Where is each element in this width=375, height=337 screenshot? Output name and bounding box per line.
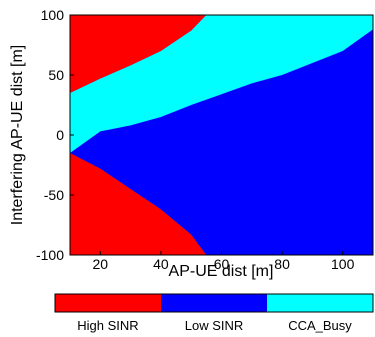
colorbar-swatch-high-sinr	[55, 294, 161, 312]
x-axis-ticks: 20 40 60 80 100	[93, 251, 355, 272]
region-0	[70, 15, 207, 93]
colorbar-swatch-low-sinr	[161, 294, 267, 312]
y-tick-label: 0	[56, 127, 64, 143]
x-tick-label: 20	[93, 256, 109, 272]
x-tick-label: 100	[331, 256, 355, 272]
colorbar-label: CCA_Busy	[288, 318, 352, 333]
y-tick-label: 100	[41, 7, 65, 23]
y-tick-label: -50	[44, 187, 64, 203]
x-tick-label: 40	[153, 256, 169, 272]
region-1	[70, 15, 373, 153]
colorbar-labels: High SINR Low SINR CCA_Busy	[77, 318, 352, 333]
region-2	[70, 153, 207, 255]
colorbar-label: Low SINR	[185, 318, 244, 333]
colorbar-label: High SINR	[77, 318, 138, 333]
y-axis-label: Interfering AP-UE dist [m]	[9, 45, 26, 226]
x-axis-label: AP-UE dist [m]	[169, 263, 274, 280]
colorbar	[54, 293, 374, 313]
x-tick-label: 80	[274, 256, 290, 272]
y-tick-label: 50	[48, 67, 64, 83]
colorbar-frame	[54, 293, 374, 313]
colorbar-swatch-cca-busy	[267, 294, 373, 312]
region-layer	[70, 15, 373, 255]
y-tick-label: -100	[36, 247, 64, 263]
x-tick-label: 60	[214, 256, 230, 272]
y-axis-ticks: 100 50 0 -50 -100	[36, 7, 74, 263]
